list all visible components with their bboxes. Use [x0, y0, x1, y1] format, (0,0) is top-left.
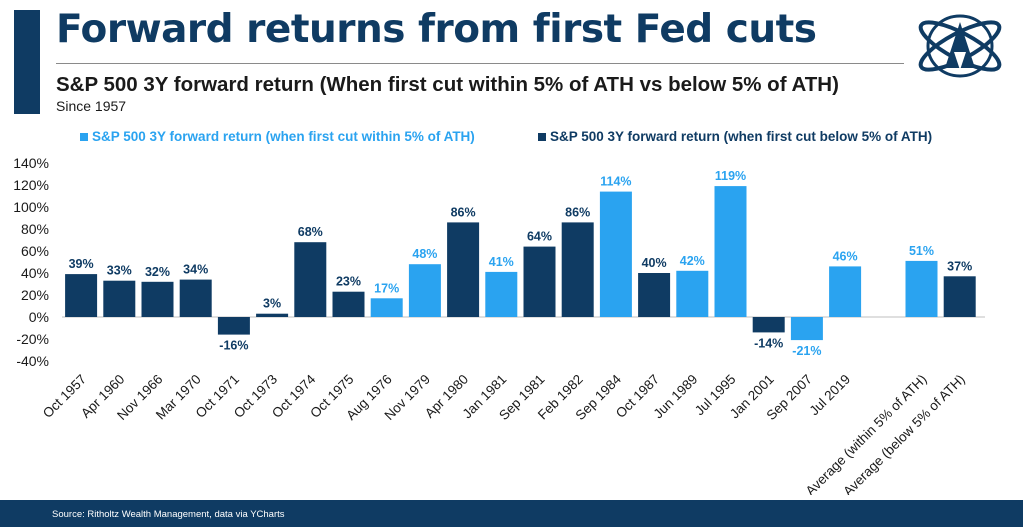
bar: [294, 242, 327, 317]
bar: [141, 281, 174, 317]
title-accent-bar: [14, 10, 40, 114]
y-tick-label: -20%: [16, 331, 49, 347]
data-label: 51%: [909, 244, 934, 258]
data-label: 114%: [600, 175, 631, 189]
bar: [638, 273, 671, 317]
legend-item-within-ath: S&P 500 3Y forward return (when first cu…: [80, 129, 475, 144]
data-label: -16%: [219, 339, 248, 353]
y-tick-label: 60%: [21, 243, 49, 259]
bar-chart: -40%-20%0%20%40%60%80%100%120%140%39%Oct…: [13, 155, 985, 495]
page-title: Forward returns from first Fed cuts: [56, 7, 817, 52]
bar: [256, 313, 289, 317]
bar: [65, 274, 98, 317]
y-tick-label: 140%: [13, 155, 49, 171]
bar: [752, 317, 785, 333]
bar: [523, 246, 556, 317]
y-tick-label: -40%: [16, 353, 49, 369]
bar: [943, 276, 976, 317]
data-label: 41%: [489, 255, 514, 269]
y-tick-label: 20%: [21, 287, 49, 303]
data-label: 34%: [183, 263, 208, 277]
legend-label-below-ath: S&P 500 3Y forward return (when first cu…: [550, 129, 933, 144]
data-label: 64%: [527, 230, 552, 244]
data-label: 33%: [107, 264, 132, 278]
bar: [370, 298, 403, 317]
bar: [332, 291, 365, 317]
bar: [676, 270, 709, 317]
bar: [103, 280, 136, 317]
bar: [217, 317, 250, 335]
y-tick-label: 80%: [21, 221, 49, 237]
bar: [408, 264, 441, 317]
bar: [447, 222, 480, 317]
since-note: Since 1957: [56, 98, 127, 114]
data-label: 42%: [680, 254, 705, 268]
x-tick-label: Jul 2019: [807, 372, 854, 419]
data-label: 68%: [298, 225, 323, 239]
data-label: 40%: [642, 256, 667, 270]
title-divider: [56, 63, 904, 64]
chart-subtitle: S&P 500 3Y forward return (When first cu…: [56, 73, 839, 96]
company-logo: [910, 6, 1010, 84]
data-label: 86%: [565, 205, 590, 219]
bar: [485, 271, 518, 317]
data-label: 37%: [947, 259, 972, 273]
bar: [599, 191, 632, 317]
legend-item-below-ath: S&P 500 3Y forward return (when first cu…: [538, 129, 932, 144]
chart-legend: S&P 500 3Y forward return (when first cu…: [0, 129, 1023, 151]
data-label: 17%: [374, 281, 399, 295]
data-label: 32%: [145, 265, 170, 279]
source-note: Source: Ritholtz Wealth Management, data…: [52, 509, 285, 520]
data-label: 46%: [833, 249, 858, 263]
y-tick-label: 100%: [13, 199, 49, 215]
data-label: 48%: [412, 247, 437, 261]
y-tick-label: 0%: [29, 309, 49, 325]
data-label: 119%: [715, 169, 746, 183]
data-label: 39%: [69, 257, 94, 271]
bar: [829, 266, 862, 317]
y-tick-label: 40%: [21, 265, 49, 281]
data-label: 86%: [451, 205, 476, 219]
data-label: 3%: [263, 297, 281, 311]
legend-swatch-within-ath: [80, 132, 88, 141]
data-label: -14%: [754, 336, 783, 350]
bar: [561, 222, 594, 317]
legend-label-within-ath: S&P 500 3Y forward return (when first cu…: [92, 129, 475, 144]
data-label: -21%: [792, 344, 821, 358]
y-tick-label: 120%: [13, 177, 49, 193]
footer-bar: Source: Ritholtz Wealth Management, data…: [0, 500, 1023, 527]
bar: [714, 186, 747, 317]
legend-swatch-below-ath: [538, 132, 546, 141]
data-label: 23%: [336, 275, 361, 289]
bar: [179, 279, 212, 317]
bar: [790, 317, 823, 341]
bar: [905, 260, 938, 317]
